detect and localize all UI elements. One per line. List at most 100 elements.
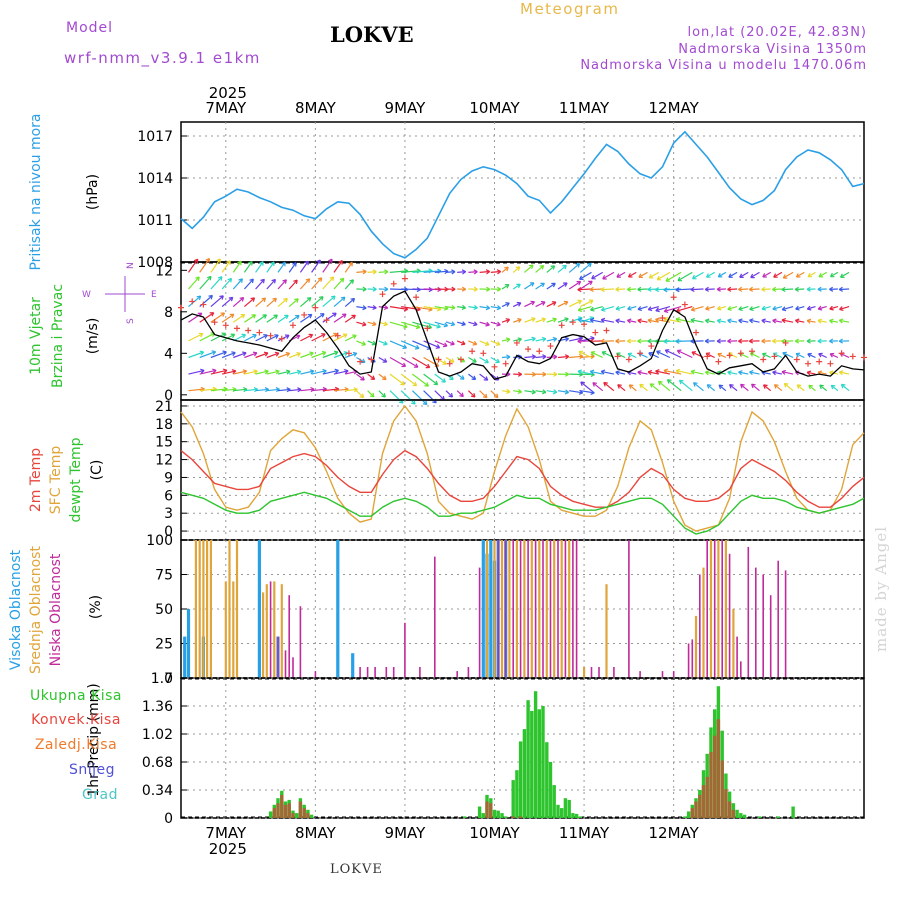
wind-arrowhead [295,314,300,320]
wind-arrow [675,288,693,291]
wind-gust-marker [323,317,330,324]
wind-arrow [188,333,204,342]
wind-arrow [210,369,228,375]
wind-arrowhead [541,389,547,395]
wind-arrowhead [348,261,353,267]
wind-arrowhead [648,274,654,279]
wind-arrowhead [716,286,721,292]
cloud-bar-low [769,595,772,678]
cloud-bar-low [419,667,421,678]
wind-arrowhead [656,275,662,281]
wind-arrowhead [333,350,339,356]
wind-arrowhead [676,349,682,355]
temperature-2m-line [180,449,865,508]
cloud-bar-low [359,667,361,678]
wind-arrow [244,297,255,308]
wind-gust-marker [446,360,453,367]
wind-arrow [830,271,839,278]
wind-arrow [761,306,771,310]
wind-arrow [501,390,511,393]
wind-arrowhead [601,351,607,356]
wind-arrowhead [690,306,696,312]
wind-arrowhead [829,305,834,311]
wind-arrowhead [773,384,779,389]
compass-south: S [126,318,136,324]
wind-arrowhead [552,389,558,395]
wind-arrowhead [504,284,510,289]
pressure-ytick-label: 1008 [137,255,173,271]
wind-arrow [456,390,464,398]
wind-arrowhead [304,260,309,266]
precip-convective-bar [276,803,280,818]
wind-arrowhead [240,313,246,319]
wind-arrow [199,258,210,273]
wind-arrow [717,306,727,310]
precip-total-bar [518,741,523,818]
wind-arrowhead [360,376,365,381]
wind-gust-marker [502,360,509,367]
wind-arrow [490,356,500,363]
wind-arrow [445,390,453,398]
wind-arrowhead [829,272,835,278]
wind-arrowhead [763,384,768,389]
wind-arrow [389,321,408,328]
cloud-bar-low [456,671,458,678]
x-axis-bottom-day-label: 8MAY [295,824,337,842]
clouds-ytick-label: 100 [146,533,173,549]
wind-arrow [647,319,659,323]
wind-arrow [705,319,715,323]
wind-arrowhead [589,317,595,323]
wind-arrow [468,373,476,380]
wind-arrowhead [436,323,441,329]
precip-ytick-label: 1.02 [142,727,173,743]
wind-arrow [300,370,314,375]
wind-arrow [333,351,348,359]
wind-arrowhead [517,388,522,395]
wind-arrow [467,390,476,398]
wind-arrowhead [539,265,545,270]
wind-arrowhead [283,297,288,303]
wind-gust-marker [681,301,688,308]
compass-east: E [151,290,157,300]
wind-arrowhead [252,351,258,357]
wind-arrow [288,298,299,308]
temperature-axis-title-sfc: SFC Temp [48,446,64,515]
wind-arrow [808,384,816,392]
wind-arrow [772,306,783,310]
wind-arrowhead [516,301,522,307]
wind-arrow [188,351,204,359]
x-axis-bottom-day-label: 12MAY [649,824,700,842]
wind-arrow [638,271,648,278]
wind-arrowhead [415,324,421,330]
wind-arrow [378,340,388,345]
wind-arrowhead [459,375,465,380]
wind-arrow [577,318,592,323]
cloud-axis-title-mid: Srednja Oblacnost [28,546,44,674]
wind-arrow [774,384,783,392]
wind-arrowhead [504,266,509,272]
wind-arrowhead [748,338,754,344]
wind-arrowhead [321,350,327,356]
wind-arrow [782,306,794,311]
wind-arrowhead [485,305,491,311]
wind-arrow [796,384,805,392]
wind-arrow [524,337,536,342]
wind-arrow [199,332,215,342]
wind-arrow [468,306,478,309]
cloud-bar-low [497,540,499,678]
cloud-bar-low [504,540,507,678]
wind-arrow [468,321,478,326]
wind-arrow [763,384,772,392]
precip-convective-bar [280,794,284,818]
cloud-bar-low [288,595,290,678]
wind-arrow [389,270,408,273]
wind-arrowhead [829,338,834,344]
wind-arrow [637,319,648,323]
wind-arrow [322,388,339,392]
wind-arrowhead [484,358,489,364]
wind-arrowhead [628,384,634,389]
wind-arrowhead [541,317,546,323]
wind-arrowhead [806,338,811,344]
wind-arrow [592,382,604,392]
wind-arrowhead [616,273,621,278]
